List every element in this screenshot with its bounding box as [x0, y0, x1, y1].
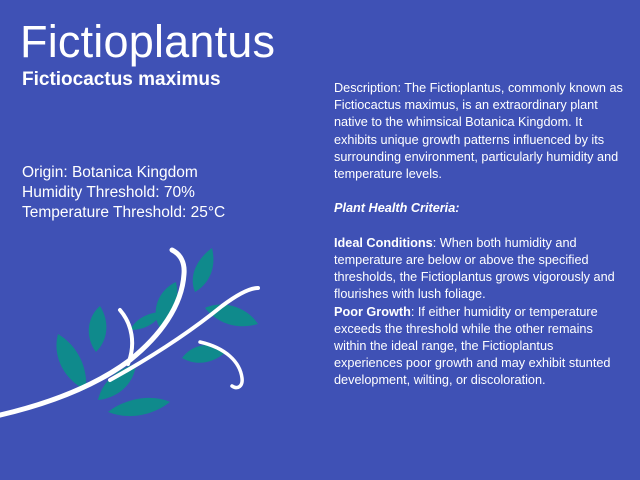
fact-temperature-threshold: Temperature Threshold: 25°C [22, 204, 226, 221]
poor-growth-label: Poor Growth [334, 304, 411, 319]
leaf-icon [130, 312, 162, 330]
leaf-icon [182, 345, 226, 363]
leaf-icon [108, 397, 170, 417]
ideal-conditions-label: Ideal Conditions [334, 235, 433, 250]
fact-humidity-threshold: Humidity Threshold: 70% [22, 184, 195, 201]
leaf-icon [155, 282, 178, 328]
vine-branch-icon [108, 286, 260, 382]
leafy-vine-icon [0, 247, 260, 418]
facts-list: Origin: Botanica Kingdom Humidity Thresh… [22, 163, 225, 223]
poor-growth-paragraph: Poor Growth: If either humidity or tempe… [334, 304, 624, 390]
page-subtitle: Fictiocactus maximus [22, 69, 221, 90]
spacer [334, 183, 624, 200]
page-title: Fictioplantus [20, 16, 276, 67]
vine-branch-icon [118, 308, 135, 366]
health-criteria-heading: Plant Health Criteria: [334, 201, 460, 216]
leaf-icon [192, 248, 214, 292]
vine-main-icon [0, 247, 187, 418]
spacer [334, 218, 624, 235]
ideal-conditions-text: : When both humidity and temperature are… [334, 235, 615, 302]
ideal-conditions-paragraph: Ideal Conditions: When both humidity and… [334, 235, 624, 304]
vine-curl-icon [198, 340, 244, 390]
leaf-icon [88, 306, 107, 352]
leaf-icon [56, 334, 87, 390]
description-column: Description: The Fictioplantus, commonly… [334, 80, 624, 390]
poor-growth-text: : If either humidity or temperature exce… [334, 304, 611, 388]
fact-origin: Origin: Botanica Kingdom [22, 164, 198, 181]
description-text: Description: The Fictioplantus, commonly… [334, 81, 623, 182]
